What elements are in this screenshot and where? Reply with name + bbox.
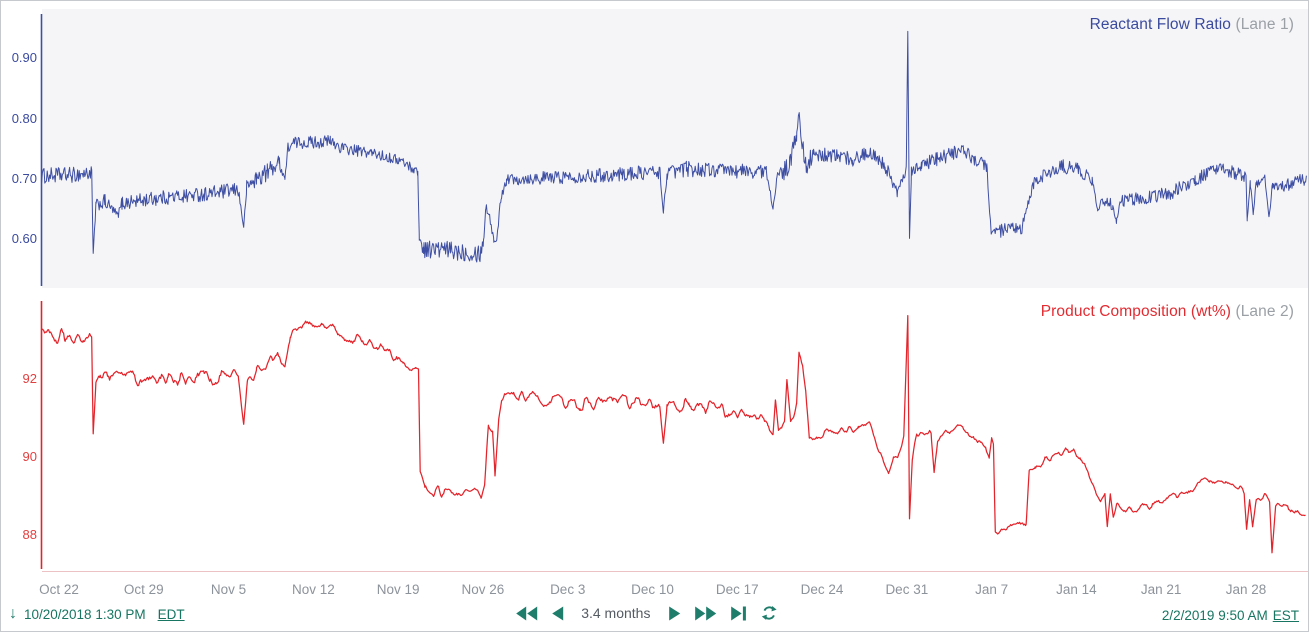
start-timestamp[interactable]: 10/20/2018 1:30 PM [24, 606, 146, 622]
lane-2-title-text: Product Composition (wt%) [1040, 303, 1232, 320]
x-tick-label: Nov 19 [376, 582, 420, 597]
x-tick-label: Oct 22 [39, 582, 79, 597]
lane-1-lane-label: (Lane 1) [1235, 16, 1294, 33]
end-timestamp[interactable]: 2/2/2019 9:50 AM [1161, 608, 1268, 623]
fast-forward-icon [694, 606, 716, 620]
x-tick-label: Jan 14 [1056, 582, 1097, 597]
y-tick-label: 0.90 [11, 50, 37, 66]
x-tick-label: Dec 10 [631, 582, 674, 597]
lane-2-plot-area[interactable] [42, 296, 1308, 571]
lane-2-title: Product Composition (wt%) (Lane 2) [1041, 303, 1294, 321]
step-forward-button[interactable] [663, 604, 685, 623]
x-tick-label: Dec 31 [885, 582, 929, 597]
x-tick-label: Jan 21 [1140, 582, 1182, 597]
playback-controls: 3.4 months [510, 603, 782, 623]
y-tick-label: 0.60 [11, 231, 37, 247]
step-back-button[interactable] [546, 604, 568, 623]
y-tick-label: 88 [22, 527, 37, 543]
y-tick-label: 0.70 [11, 171, 37, 186]
x-tick-label: Nov 12 [291, 582, 335, 597]
time-bar: ↓ 10/20/2018 1:30 PM EDT 3.4 months [1, 600, 1308, 631]
rewind-icon [515, 606, 537, 620]
y-tick-label: 90 [22, 449, 37, 465]
step-forward-icon [668, 606, 680, 620]
start-timezone-link[interactable]: EDT [157, 606, 185, 622]
fast-forward-button[interactable] [689, 604, 721, 623]
lane-2-lane-label: (Lane 2) [1235, 303, 1294, 320]
skip-to-end-icon [730, 606, 746, 620]
y-tick-label: 0.80 [11, 110, 37, 126]
lane-1-plot-area[interactable] [42, 9, 1308, 288]
x-tick-label: Oct 29 [123, 582, 164, 597]
x-tick-label: Nov 5 [210, 582, 247, 597]
step-back-icon [551, 606, 563, 620]
refresh-icon [761, 606, 777, 620]
end-time-control[interactable]: 2/2/2019 9:50 AM EST [1162, 608, 1299, 623]
rewind-button[interactable] [510, 604, 542, 623]
end-timezone-link[interactable]: EST [1272, 608, 1299, 623]
lane-1-title-text: Reactant Flow Ratio [1089, 16, 1232, 33]
x-tick-label: Dec 17 [715, 582, 759, 597]
down-arrow-icon[interactable]: ↓ [9, 605, 17, 622]
x-tick-label: Dec 24 [800, 582, 844, 597]
skip-to-end-button[interactable] [725, 604, 751, 623]
x-tick-label: Jan 7 [975, 582, 1009, 597]
x-tick-label: Nov 26 [461, 582, 505, 597]
refresh-button[interactable] [755, 603, 782, 623]
lane-1-title: Reactant Flow Ratio (Lane 1) [1090, 16, 1294, 34]
start-time-control[interactable]: ↓ 10/20/2018 1:30 PM EDT [9, 606, 185, 622]
x-tick-label: Jan 28 [1225, 582, 1267, 597]
y-tick-label: 92 [22, 371, 37, 387]
x-tick-label: Dec 3 [550, 582, 586, 597]
time-range-label[interactable]: 3.4 months [581, 605, 651, 621]
